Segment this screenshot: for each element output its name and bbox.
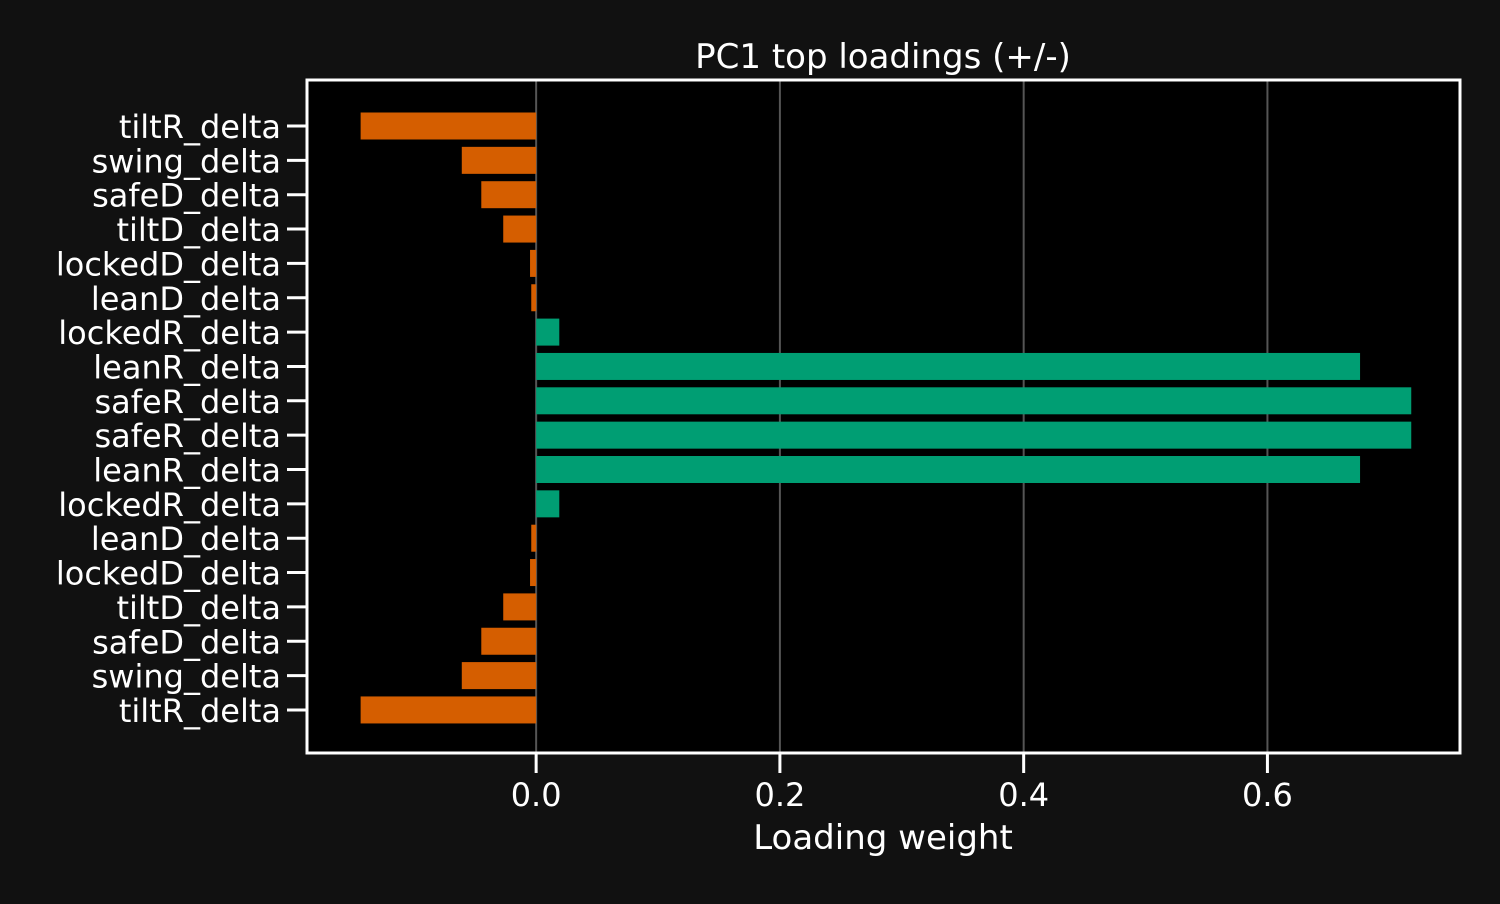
bar — [531, 284, 537, 312]
x-tick-label: 0.4 — [998, 776, 1049, 814]
x-tick-label: 0.0 — [511, 776, 562, 814]
y-tick-label: leanD_delta — [91, 520, 281, 558]
bar — [461, 146, 537, 174]
y-tick-label: swing_delta — [92, 142, 281, 180]
y-tick-label: leanR_delta — [93, 452, 281, 490]
y-tick-label: safeD_delta — [92, 623, 281, 661]
bar — [536, 421, 1412, 449]
bar — [360, 112, 537, 140]
y-tick-label: leanD_delta — [91, 280, 281, 318]
bar — [360, 696, 537, 724]
y-tick-label: lockedR_delta — [58, 486, 281, 524]
bar — [503, 215, 537, 243]
bar — [536, 490, 560, 518]
bar — [461, 662, 537, 690]
y-tick-label: swing_delta — [92, 658, 281, 696]
bar — [536, 318, 560, 346]
plot-area — [307, 80, 1460, 753]
y-tick-label: lockedR_delta — [58, 314, 281, 352]
y-tick-label: lockedD_delta — [56, 555, 281, 593]
y-tick-label: safeD_delta — [92, 177, 281, 215]
y-tick-label: lockedD_delta — [56, 245, 281, 283]
y-tick-label: tiltD_delta — [116, 589, 281, 627]
bar — [536, 352, 1361, 380]
y-tick-label: tiltR_delta — [119, 692, 281, 730]
y-axis: tiltR_deltaswing_deltasafeD_deltatiltD_d… — [56, 108, 307, 730]
bar — [530, 559, 537, 587]
bar — [481, 181, 537, 209]
bar — [503, 593, 537, 621]
x-tick-label: 0.2 — [754, 776, 805, 814]
x-axis-label: Loading weight — [753, 818, 1013, 858]
chart-title: PC1 top loadings (+/-) — [695, 37, 1071, 77]
y-tick-label: leanR_delta — [93, 348, 281, 386]
bar — [481, 627, 537, 655]
bar — [531, 524, 537, 552]
y-tick-label: safeR_delta — [94, 383, 281, 421]
y-tick-label: tiltR_delta — [119, 108, 281, 146]
bars — [360, 112, 1412, 724]
bar — [536, 456, 1361, 483]
bar — [536, 387, 1412, 415]
x-axis: 0.0 0.2 0.4 0.6 — [511, 753, 1293, 814]
x-tick-label: 0.6 — [1242, 776, 1293, 814]
y-tick-label: safeR_delta — [94, 417, 281, 455]
y-tick-label: tiltD_delta — [116, 211, 281, 249]
bar — [530, 249, 537, 277]
plot-frame — [305, 78, 1462, 755]
